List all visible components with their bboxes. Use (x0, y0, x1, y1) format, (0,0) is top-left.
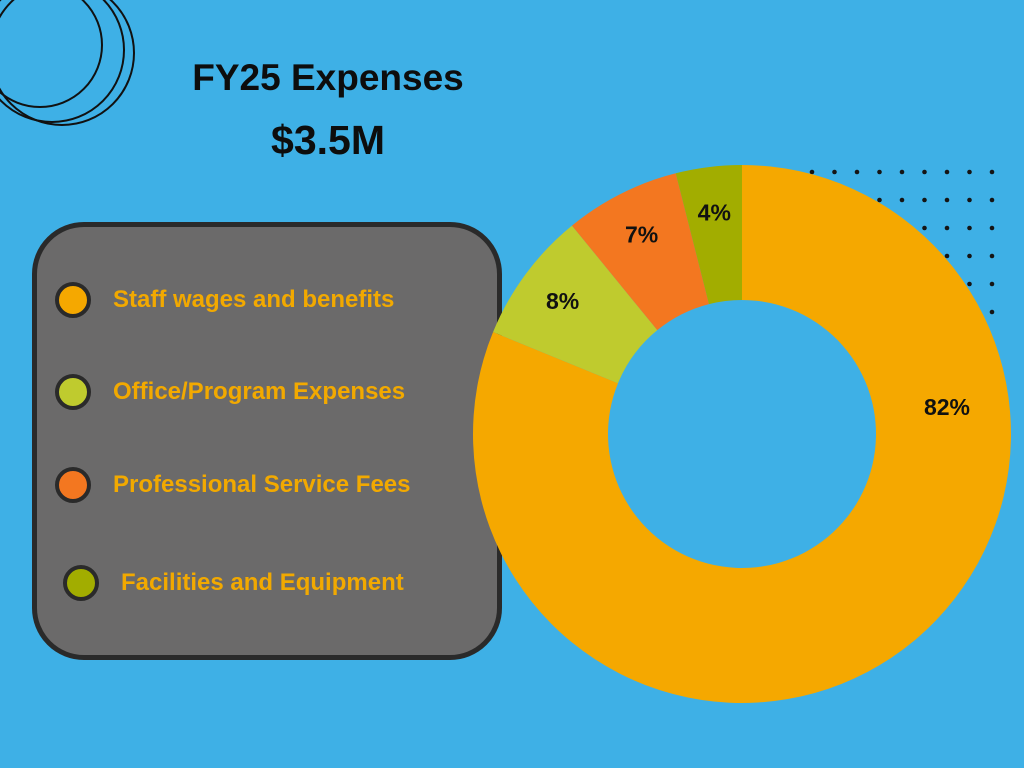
legend-label: Staff wages and benefits (113, 286, 395, 313)
decor-dot (944, 169, 950, 175)
decor-dot (967, 253, 972, 259)
decor-dot (989, 281, 995, 287)
decor-circle (0, 0, 103, 108)
decor-dot (989, 197, 995, 203)
decor-dot (877, 169, 882, 175)
decor-dot (832, 169, 837, 175)
legend-swatch (63, 565, 99, 601)
donut-slice (473, 165, 1011, 703)
data-label: 7% (625, 222, 658, 248)
decor-dot (967, 169, 972, 175)
donut-slice (675, 165, 742, 305)
decor-dot (944, 225, 950, 231)
decor-dot (989, 225, 995, 231)
legend-swatch (55, 282, 91, 318)
legend-swatch (55, 374, 91, 410)
decor-dot (877, 197, 882, 203)
decor-dot (944, 197, 950, 203)
decor-dot (854, 169, 860, 175)
decor-dot (967, 281, 972, 287)
chart-title: FY25 Expenses (192, 57, 464, 98)
legend-item: Staff wages and benefits (55, 277, 394, 323)
data-label: 4% (698, 199, 731, 225)
decor-dot (944, 253, 950, 259)
decor-dot (922, 225, 927, 231)
decor-dot (989, 309, 995, 315)
legend: Staff wages and benefits Office/Program … (32, 222, 502, 660)
decor-dot (989, 169, 995, 175)
decorative-circles (0, 0, 135, 126)
decor-dot (899, 197, 905, 203)
decor-dot (809, 169, 815, 175)
legend-item: Facilities and Equipment (63, 560, 404, 606)
decor-dot (967, 225, 972, 231)
chart-subtitle: $3.5M (271, 117, 385, 163)
legend-label: Office/Program Expenses (113, 378, 406, 405)
legend-swatch (55, 467, 91, 503)
legend-label: Professional Service Fees (113, 471, 411, 498)
legend-item: Professional Service Fees (55, 462, 411, 508)
donut-slice (571, 173, 709, 331)
decor-dot (899, 169, 905, 175)
decor-dot (967, 197, 972, 203)
legend-item: Office/Program Expenses (55, 369, 405, 415)
data-label: 8% (546, 288, 579, 314)
decor-dot (989, 253, 995, 259)
decor-dot (922, 169, 927, 175)
decor-dot (922, 197, 927, 203)
decor-circle (0, 0, 125, 123)
decor-circle (0, 0, 135, 126)
data-label: 82% (924, 394, 970, 420)
donut-slice (493, 225, 658, 384)
legend-label: Facilities and Equipment (121, 569, 404, 596)
